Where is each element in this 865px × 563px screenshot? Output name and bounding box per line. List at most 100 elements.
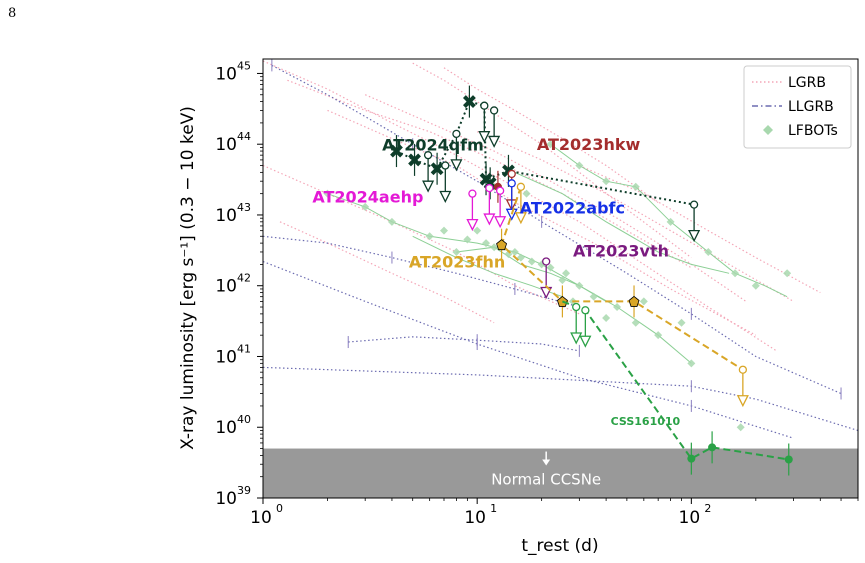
label-at2023fhn: AT2023fhn: [409, 253, 505, 272]
lfbot-point: [783, 269, 792, 278]
y-tick-label: 10: [215, 206, 237, 226]
at2024qfm-point: [408, 153, 421, 167]
y-tick-exponent: 41: [237, 342, 251, 355]
page-number: 8: [8, 6, 17, 21]
at2022abfc-limit-marker: [507, 179, 516, 188]
label-css161010: CSS161010: [611, 415, 681, 428]
lfbot-point: [602, 177, 611, 186]
at2024aehp-limit-marker: [485, 183, 494, 193]
plot-frame: [262, 58, 859, 499]
lfbot-point: [546, 140, 555, 149]
series-at2022abfc: [505, 179, 518, 221]
lgrb-curve-1: [287, 79, 692, 269]
x-tick-label: 10: [679, 508, 701, 528]
at2023fhn-limit-marker: [516, 182, 526, 191]
label-at2024aehp: AT2024aehp: [312, 188, 423, 207]
lgrb-curve-5: [263, 164, 580, 315]
lfbot-point: [631, 318, 640, 327]
at2022abfc-upper-limit-icon: [505, 208, 518, 221]
y-tick-exponent: 44: [237, 130, 251, 143]
ccsne-band: [263, 448, 858, 498]
lfbot-point: [439, 226, 448, 235]
at2024qfm-upper-limit-icon: [439, 190, 452, 203]
at2024qfm-upper-limit-icon: [422, 180, 435, 193]
at2023fhn-limit-marker: [738, 365, 748, 374]
series-css161010: [562, 300, 793, 476]
x-axis-label: t_rest (d): [521, 536, 598, 556]
at2024qfm-upper-limit-icon: [478, 131, 491, 144]
lfbot-point: [602, 313, 611, 322]
at2024qfm-limit-marker: [452, 129, 461, 139]
lfbot-point: [666, 217, 675, 226]
lfbot-point: [575, 281, 584, 290]
lfbot-point: [490, 243, 499, 252]
legend-label-lgrb: LGRB: [788, 75, 826, 91]
css161010-point: [687, 454, 696, 463]
at2024aehp-upper-limit-icon: [466, 219, 479, 232]
lfbot-point: [631, 182, 640, 191]
y-tick-label: 10: [215, 489, 237, 509]
y-axis-label: X-ray luminosity [erg s⁻¹] (0.3 − 10 keV…: [178, 106, 198, 450]
lgrb-curve-7: [579, 164, 821, 294]
y-tick-exponent: 39: [237, 484, 251, 497]
x-tick-exponent: 1: [490, 502, 497, 515]
css161010-line: [562, 300, 789, 461]
x-tick-label: 10: [250, 508, 272, 528]
at2024qfm-point: [390, 144, 403, 158]
lfbot-point: [452, 247, 461, 256]
at2024qfm-upper-limit-icon: [688, 229, 701, 243]
at2023hkw-limit-marker: [507, 169, 516, 179]
label-at2024qfm: AT2024qfm: [382, 135, 484, 154]
lfbot-point: [387, 217, 396, 226]
lfbot-point: [687, 359, 696, 368]
label-at2023vth: AT2023vth: [573, 241, 669, 260]
label-at2023hkw: AT2023hkw: [537, 135, 641, 154]
at2024qfm-limit-marker: [480, 101, 489, 110]
lfbot-point: [323, 189, 332, 198]
legend-swatch-lfbots: [763, 125, 773, 135]
lfbot-point: [546, 263, 555, 272]
legend-label-llgrb: LLGRB: [788, 99, 834, 115]
series-at2023vth: [540, 257, 553, 299]
lfbot-point: [575, 161, 584, 170]
lfbot-point: [425, 232, 434, 241]
at2023fhn-point: [628, 295, 640, 307]
lgrb-curve-4: [443, 67, 659, 203]
at2024qfm-upper-limit-icon: [450, 159, 463, 172]
lfbot-point: [510, 247, 519, 256]
lfbot-point: [522, 189, 531, 198]
css161010-limit-marker: [572, 302, 581, 312]
series-at2024aehp: [466, 183, 507, 232]
legend: LGRB LLGRB LFBOTs: [743, 65, 852, 149]
lfbot-curve-4: [514, 171, 730, 274]
x-tick-label: 10: [464, 508, 486, 528]
lfbot-point: [361, 202, 370, 211]
css161010-limit-marker: [581, 306, 590, 315]
at2024aehp-limit-marker: [468, 189, 477, 198]
ccsne-arrowhead-icon: [542, 459, 551, 466]
lgrb-curve-9: [364, 94, 747, 302]
y-tick-exponent: 45: [237, 59, 251, 72]
lfbot-point: [704, 247, 713, 256]
y-tick-label: 10: [215, 135, 237, 155]
y-tick-label: 10: [215, 64, 237, 84]
at2024qfm-limit-marker: [489, 106, 499, 115]
llgrb-curve-3: [348, 336, 580, 352]
lgrb-curve-6: [279, 221, 495, 324]
at2023fhn-point: [496, 239, 508, 251]
ccsne-region: Normal CCSNe: [263, 448, 858, 498]
lfbot-point: [558, 276, 567, 285]
x-tick-exponent: 2: [704, 502, 711, 515]
llgrb-curve-1: [263, 260, 794, 439]
css161010-point: [708, 443, 717, 452]
lfbot-point: [613, 303, 622, 312]
lfbot-point: [504, 250, 513, 259]
lgrb-curve-3: [412, 62, 692, 259]
y-tick-label: 10: [215, 347, 237, 367]
y-tick-label: 10: [215, 418, 237, 438]
at2024qfm-upper-limit-icon: [488, 135, 501, 148]
llgrb-curve-4: [263, 366, 858, 432]
at2024qfm-limit-marker: [423, 151, 433, 160]
